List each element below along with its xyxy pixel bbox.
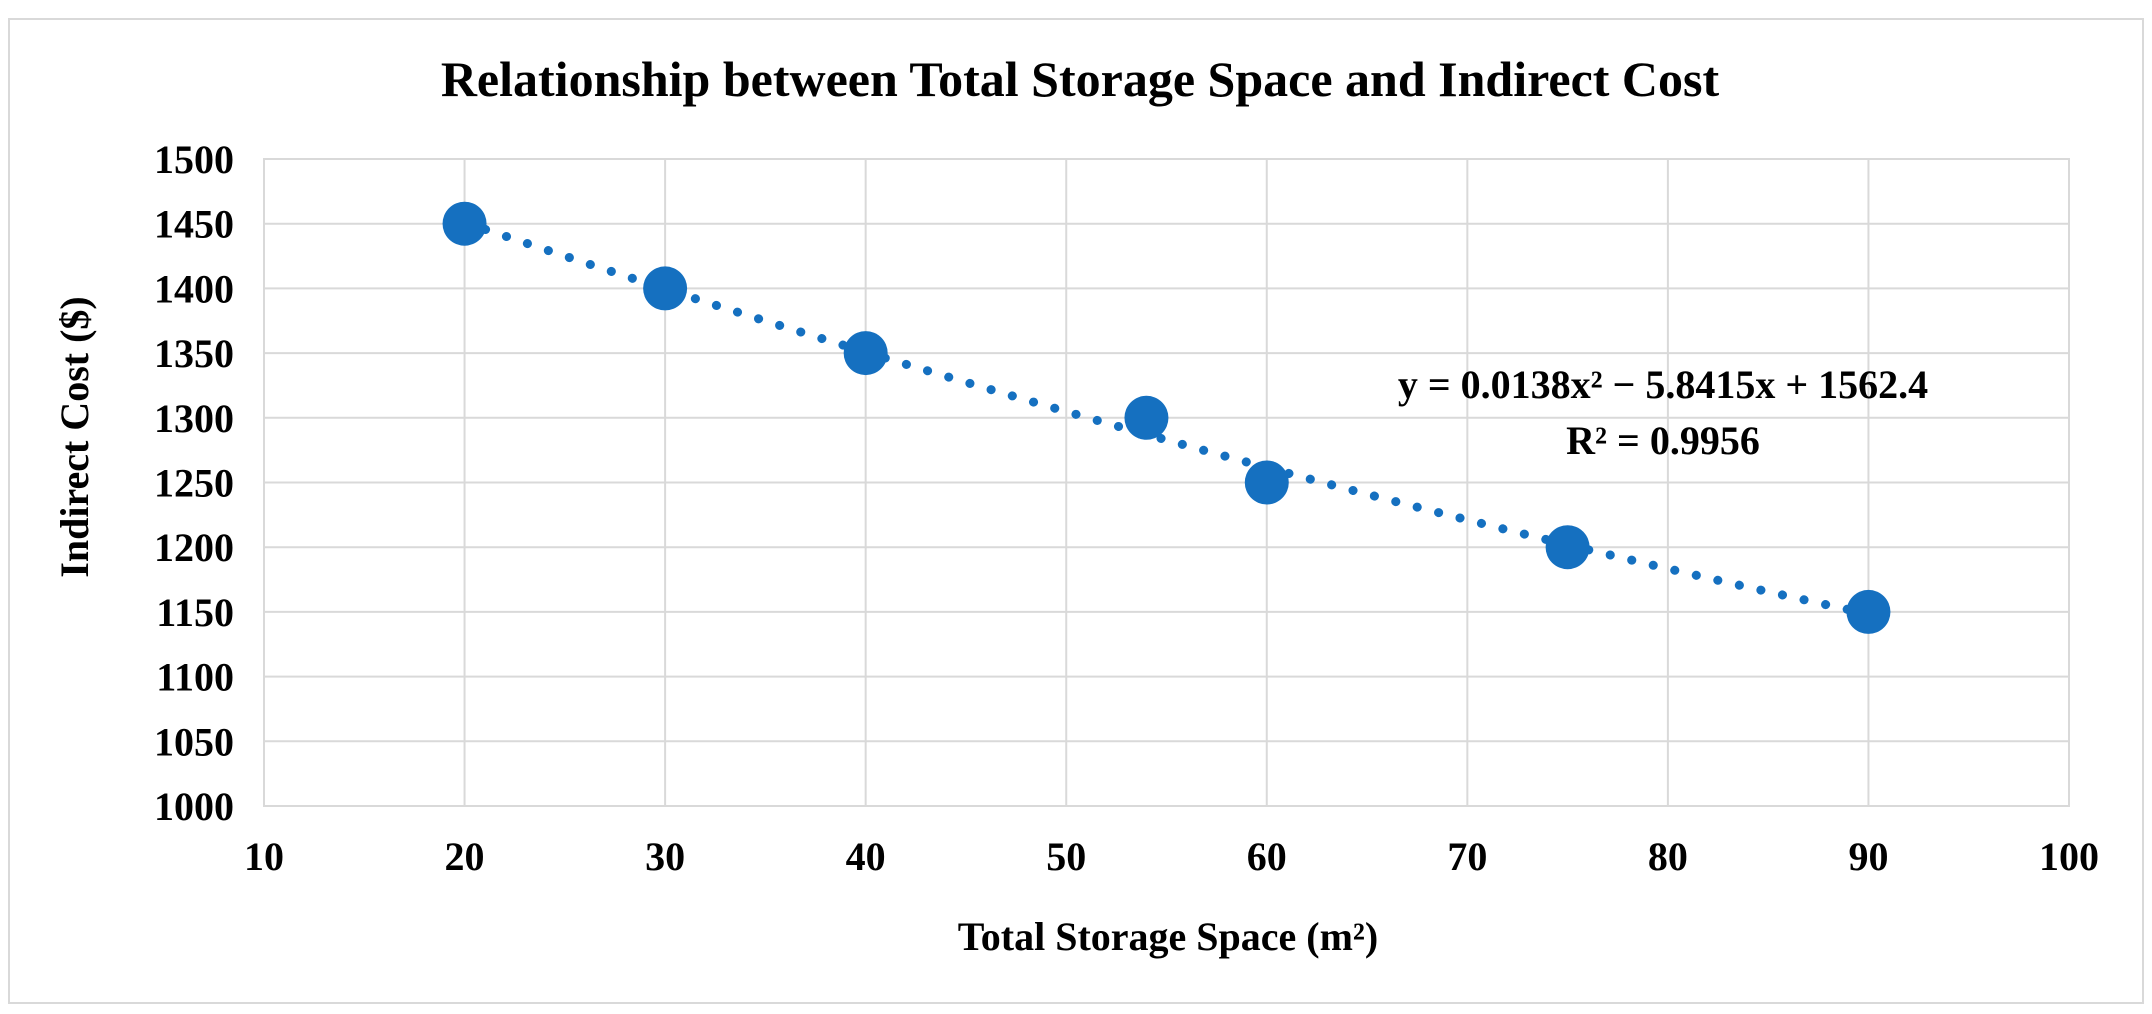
data-point xyxy=(1545,525,1590,570)
x-tick-label: 90 xyxy=(1848,834,1888,879)
chart-frame xyxy=(8,18,2144,1004)
x-tick-label: 30 xyxy=(645,834,685,879)
data-point xyxy=(1244,460,1289,505)
y-tick-label: 1300 xyxy=(154,396,234,441)
y-tick-label: 1400 xyxy=(154,266,234,311)
y-tick-label: 1200 xyxy=(154,525,234,570)
trendline-r-squared: R² = 0.9956 xyxy=(1566,418,1760,463)
y-tick-label: 1050 xyxy=(154,719,234,764)
x-tick-label: 100 xyxy=(2039,834,2099,879)
x-tick-label: 60 xyxy=(1247,834,1287,879)
x-tick-label: 50 xyxy=(1046,834,1086,879)
y-tick-label: 1350 xyxy=(154,331,234,376)
x-tick-label: 20 xyxy=(445,834,485,879)
data-point xyxy=(843,331,888,376)
trendline-layer xyxy=(460,217,1873,619)
gridlines xyxy=(263,158,2070,807)
y-tick-label: 1000 xyxy=(154,784,234,829)
plot-area xyxy=(263,158,2070,807)
y-tick-labels: 1000 1050 1100 1150 1200 1250 1300 1350 1400 1450… xyxy=(154,137,234,829)
chart-title: Relationship between Total Storage Space… xyxy=(441,51,1720,107)
x-tick-label: 40 xyxy=(846,834,886,879)
data-points xyxy=(442,201,1891,634)
x-tick-label: 80 xyxy=(1648,834,1688,879)
trendline-equation: y = 0.0138x² − 5.8415x + 1562.4 xyxy=(1398,362,1928,407)
data-point xyxy=(643,266,688,311)
y-axis-label: Indirect Cost ($) xyxy=(52,296,97,577)
data-point xyxy=(442,201,487,246)
x-tick-label: 70 xyxy=(1447,834,1487,879)
y-tick-label: 1500 xyxy=(154,137,234,182)
data-point xyxy=(1124,395,1169,440)
y-tick-label: 1450 xyxy=(154,202,234,247)
y-tick-label: 1100 xyxy=(156,655,234,700)
trendline xyxy=(460,217,1873,619)
x-tick-label: 10 xyxy=(244,834,284,879)
y-tick-label: 1250 xyxy=(154,461,234,506)
x-tick-labels: 10 20 30 40 50 60 70 80 90 100 xyxy=(244,834,2099,879)
y-tick-label: 1150 xyxy=(156,590,234,635)
x-axis-label: Total Storage Space (m²) xyxy=(958,914,1378,959)
data-point xyxy=(1846,589,1891,634)
